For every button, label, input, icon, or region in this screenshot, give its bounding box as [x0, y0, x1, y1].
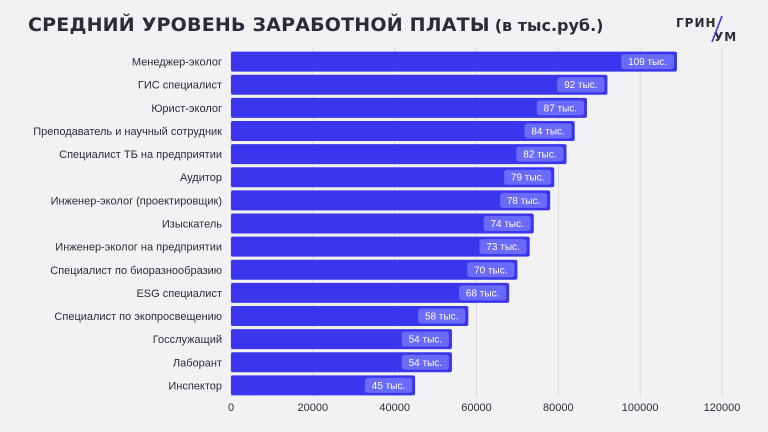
data-label: 84 тыс. — [531, 126, 564, 137]
data-label-bg — [467, 262, 515, 278]
chart-title: СРЕДНИЙ УРОВЕНЬ ЗАРАБОТНОЙ ПЛАТЫ (в тыс.р… — [28, 14, 603, 36]
bar — [231, 329, 452, 350]
category-label: Специалист по биоразнообразию — [50, 265, 222, 277]
x-tick-label: 120000 — [704, 402, 741, 414]
data-label: 109 тыс. — [628, 57, 667, 68]
category-label: Лаборант — [173, 357, 222, 369]
bar — [231, 120, 575, 141]
data-label: 79 тыс. — [511, 173, 544, 184]
x-tick-label: 0 — [228, 402, 234, 414]
data-label-bg — [499, 192, 548, 208]
category-label: Специалист по экопросвещению — [54, 311, 222, 323]
category-label: Аудитор — [180, 172, 222, 184]
bar — [231, 144, 567, 165]
bar — [231, 306, 469, 327]
data-label: 73 тыс. — [486, 242, 519, 253]
data-label: 82 тыс. — [523, 150, 556, 161]
data-label-bg — [401, 354, 449, 370]
category-label: ГИС специалист — [138, 80, 222, 92]
bar — [231, 213, 534, 234]
data-label-bg — [536, 100, 584, 116]
category-label: Инспектор — [168, 380, 222, 392]
bar — [231, 74, 608, 95]
bar — [231, 282, 510, 303]
data-label-bg — [516, 146, 564, 162]
x-tick-label: 20000 — [298, 402, 329, 414]
data-label-bg — [418, 308, 466, 324]
category-label: Инженер-эколог на предприятии — [55, 242, 222, 254]
data-label: 54 тыс. — [409, 335, 442, 346]
data-label: 45 тыс. — [372, 381, 405, 392]
bar — [231, 259, 518, 280]
data-label-bg — [479, 239, 527, 255]
category-label: Госслужащий — [153, 334, 222, 346]
chart-title-unit: (в тыс.руб.) — [494, 16, 604, 35]
bar — [231, 51, 677, 72]
bar — [231, 352, 452, 373]
data-label: 78 тыс. — [507, 196, 540, 207]
x-tick-label: 60000 — [461, 402, 492, 414]
category-label: Инженер-эколог (проектировщик) — [51, 195, 222, 207]
data-label: 68 тыс. — [466, 288, 499, 299]
data-label: 92 тыс. — [564, 80, 597, 91]
category-label: Специалист ТБ на предприятии — [59, 149, 222, 161]
category-label: Изыскатель — [162, 219, 222, 231]
category-label: Менеджер-эколог — [132, 57, 222, 69]
data-label-bg — [621, 54, 674, 70]
data-label-bg — [524, 123, 572, 139]
x-tick-label: 40000 — [379, 402, 410, 414]
data-label-bg — [557, 77, 605, 93]
x-tick-label: 100000 — [622, 402, 659, 414]
category-label: Юрист-эколог — [151, 103, 222, 115]
data-label-bg — [364, 377, 413, 393]
data-label-bg — [483, 216, 531, 231]
category-label: ESG специалист — [136, 288, 222, 300]
data-label: 87 тыс. — [544, 103, 577, 114]
data-label: 58 тыс. — [425, 312, 458, 323]
data-label: 54 тыс. — [409, 358, 442, 369]
brand-logo: ГРИН УМ — [676, 16, 740, 46]
bar — [231, 97, 587, 118]
data-label-bg — [401, 331, 449, 347]
bar — [231, 167, 555, 188]
data-label: 70 тыс. — [474, 265, 507, 276]
data-label-bg — [504, 169, 552, 185]
category-label: Преподаватель и научный сотрудник — [33, 126, 222, 138]
data-label-bg — [459, 285, 507, 301]
chart-title-main: СРЕДНИЙ УРОВЕНЬ ЗАРАБОТНОЙ ПЛАТЫ — [28, 14, 490, 36]
bar — [231, 236, 530, 257]
logo-text-bottom: УМ — [714, 30, 738, 44]
x-tick-label: 80000 — [543, 402, 574, 414]
logo-slash-icon — [711, 16, 723, 43]
data-label: 74 тыс. — [490, 219, 523, 230]
logo-text-top: ГРИН — [676, 16, 717, 30]
bar — [231, 190, 551, 211]
